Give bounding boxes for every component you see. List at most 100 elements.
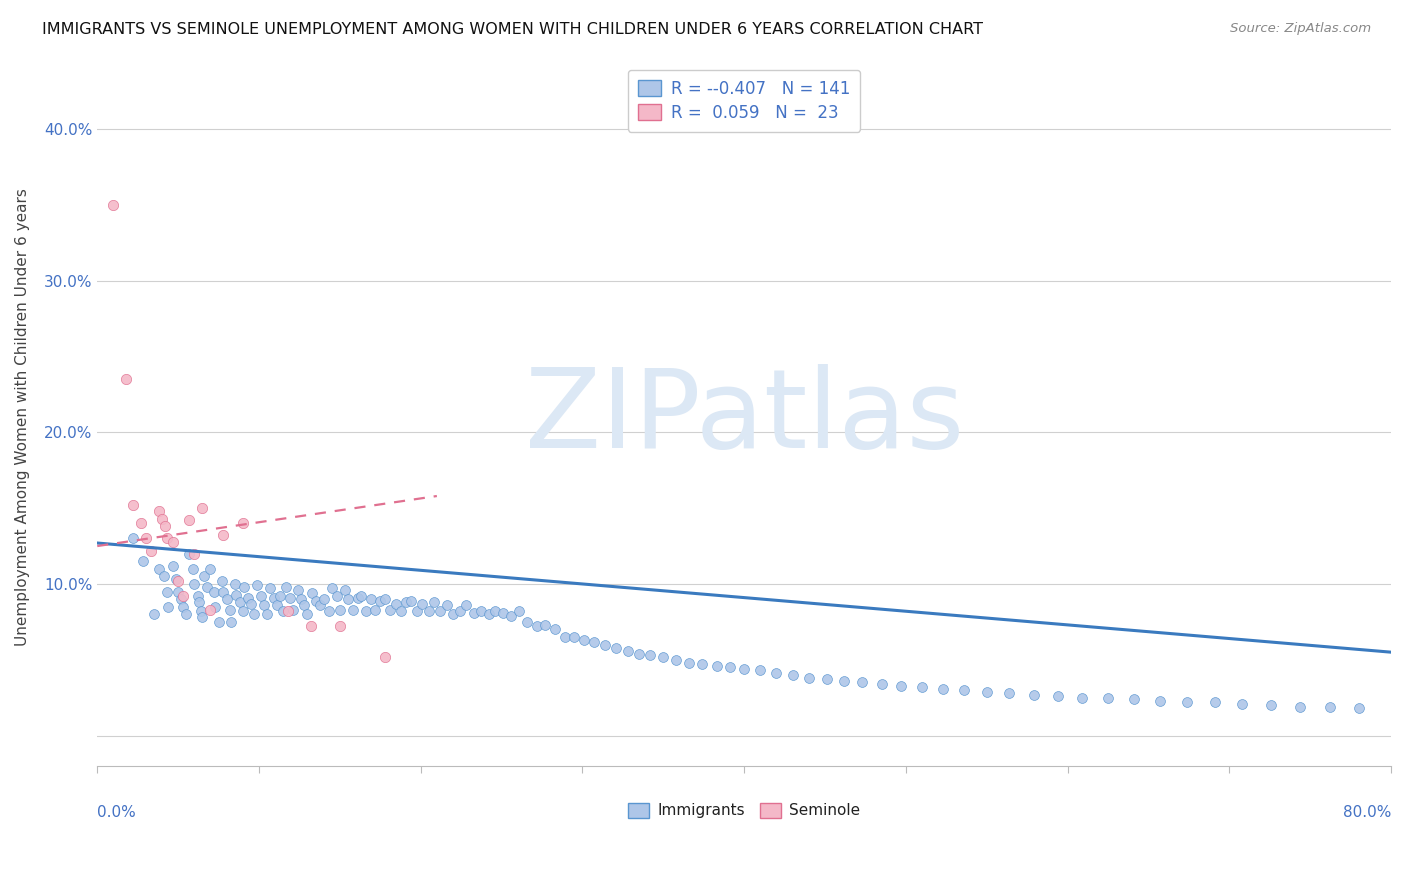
Legend: Immigrants, Seminole: Immigrants, Seminole (621, 797, 866, 824)
Point (167, 584, 190, 599)
Point (325, 589, 347, 603)
Point (342, 603, 364, 617)
Point (153, 519, 176, 533)
Point (544, 623, 567, 637)
Point (170, 592, 193, 607)
Point (797, 671, 820, 685)
Point (1232, 697, 1254, 711)
Point (271, 604, 294, 618)
Point (640, 648, 662, 663)
Point (336, 592, 359, 607)
Point (309, 598, 332, 612)
Point (212, 528, 235, 542)
Point (243, 607, 266, 622)
Point (167, 574, 190, 588)
Point (572, 633, 595, 648)
Point (162, 558, 184, 573)
Point (281, 603, 304, 617)
Point (287, 582, 309, 597)
Point (436, 598, 458, 612)
Point (932, 681, 955, 696)
Point (534, 618, 557, 632)
Point (221, 615, 243, 629)
Point (782, 668, 804, 682)
Point (207, 615, 229, 629)
Point (148, 562, 170, 576)
Text: 80.0%: 80.0% (1343, 805, 1391, 820)
Point (998, 686, 1021, 700)
Point (224, 577, 246, 591)
Point (139, 543, 162, 558)
Point (890, 679, 912, 693)
Point (1319, 699, 1341, 714)
Point (385, 597, 408, 611)
Point (329, 603, 352, 617)
Point (374, 649, 396, 664)
Point (1260, 698, 1282, 713)
Point (516, 615, 538, 629)
Point (181, 562, 204, 576)
Point (304, 593, 326, 607)
Point (195, 580, 218, 594)
Point (179, 513, 201, 527)
Point (374, 592, 396, 607)
Point (368, 593, 391, 607)
Point (501, 608, 523, 623)
Point (690, 657, 713, 672)
Point (508, 604, 530, 618)
Point (228, 595, 250, 609)
Point (253, 598, 276, 612)
Point (350, 589, 373, 603)
Point (215, 592, 238, 607)
Point (103, 198, 125, 212)
Point (333, 582, 356, 597)
Point (233, 580, 256, 594)
Point (183, 547, 205, 561)
Point (554, 630, 576, 644)
Point (378, 603, 401, 617)
Point (478, 607, 501, 622)
Point (911, 680, 934, 694)
Point (301, 586, 323, 600)
Point (218, 603, 240, 617)
Point (115, 372, 138, 386)
Point (157, 599, 180, 614)
Point (299, 619, 322, 633)
Text: ZIPatlas: ZIPatlas (524, 364, 963, 471)
Point (1289, 699, 1312, 714)
Point (652, 649, 675, 664)
Point (1175, 695, 1198, 709)
Point (200, 603, 222, 617)
Point (290, 592, 312, 607)
Point (593, 638, 616, 652)
Point (183, 577, 205, 591)
Point (834, 673, 856, 688)
Text: Source: ZipAtlas.com: Source: ZipAtlas.com (1230, 22, 1371, 36)
Point (1022, 688, 1045, 702)
Point (239, 597, 262, 611)
Point (406, 604, 429, 618)
Point (953, 683, 976, 698)
Point (277, 604, 299, 618)
Point (246, 578, 269, 592)
Point (200, 562, 222, 576)
Point (364, 603, 387, 617)
Point (131, 554, 153, 568)
Point (733, 662, 755, 676)
Point (142, 607, 165, 622)
Point (191, 501, 214, 516)
Point (411, 597, 433, 611)
Point (259, 582, 281, 596)
Point (297, 607, 319, 622)
Point (312, 592, 335, 607)
Point (582, 634, 605, 648)
Point (318, 604, 340, 618)
Point (232, 516, 254, 531)
Point (718, 660, 741, 674)
Point (212, 584, 235, 599)
Point (870, 677, 893, 691)
Point (276, 580, 298, 594)
Point (186, 589, 208, 603)
Point (449, 604, 471, 618)
Point (174, 607, 197, 622)
